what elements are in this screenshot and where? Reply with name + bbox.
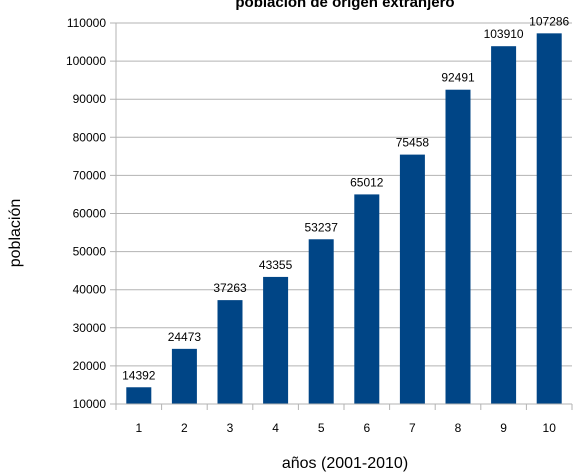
x-tick-label: 1 (135, 421, 142, 435)
y-tick-label: 80000 (73, 130, 107, 144)
data-label: 92491 (441, 71, 475, 85)
bar (308, 239, 334, 404)
x-tick-label: 6 (363, 421, 370, 435)
y-tick-label: 40000 (73, 283, 107, 297)
y-tick-label: 60000 (73, 207, 107, 221)
y-tick-label: 110000 (67, 16, 106, 30)
data-label: 43355 (259, 258, 293, 272)
bar (399, 154, 425, 404)
chart-title: población de origen extranjero (235, 0, 454, 11)
bars (126, 33, 562, 405)
data-labels: 14392 24473 37263 43355 53237 65012 75458 92491… (122, 14, 569, 382)
y-axis-title: población (7, 199, 24, 268)
y-tick-labels: 10000 20000 30000 40000 50000 60000 70000 80000… (66, 16, 106, 411)
data-label: 14392 (122, 368, 156, 382)
bar (263, 276, 289, 404)
bar (445, 89, 471, 404)
y-tick-label: 20000 (73, 359, 107, 373)
bar (217, 300, 243, 404)
data-label: 75458 (396, 136, 430, 150)
x-tick-label: 5 (318, 421, 325, 435)
data-label: 107286 (529, 14, 569, 28)
x-tick-labels: 1 2 3 4 5 6 7 8 9 10 (115, 404, 573, 435)
data-label: 24473 (168, 330, 202, 344)
y-tick-label: 10000 (73, 397, 107, 411)
y-tick-label: 90000 (73, 92, 107, 106)
data-label: 65012 (350, 175, 384, 189)
x-axis-title: años (2001-2010) (282, 455, 408, 472)
data-label: 103910 (484, 27, 524, 41)
bar (354, 194, 380, 404)
data-label: 37263 (213, 281, 247, 295)
data-label: 53237 (305, 220, 339, 234)
y-tick-label: 70000 (73, 168, 107, 182)
y-tick-label: 50000 (73, 245, 107, 259)
x-tick-label: 2 (181, 421, 188, 435)
y-tick-label: 30000 (73, 321, 107, 335)
bar (171, 348, 197, 404)
bar (126, 387, 152, 404)
x-tick-label: 10 (543, 421, 557, 435)
x-tick-label: 3 (227, 421, 234, 435)
x-tick-label: 8 (455, 421, 462, 435)
x-tick-label: 4 (272, 421, 279, 435)
x-tick-label: 9 (500, 421, 507, 435)
y-tick-label: 100000 (66, 54, 106, 68)
x-tick-label: 7 (409, 421, 416, 435)
bar (536, 33, 562, 405)
bar (491, 46, 517, 404)
